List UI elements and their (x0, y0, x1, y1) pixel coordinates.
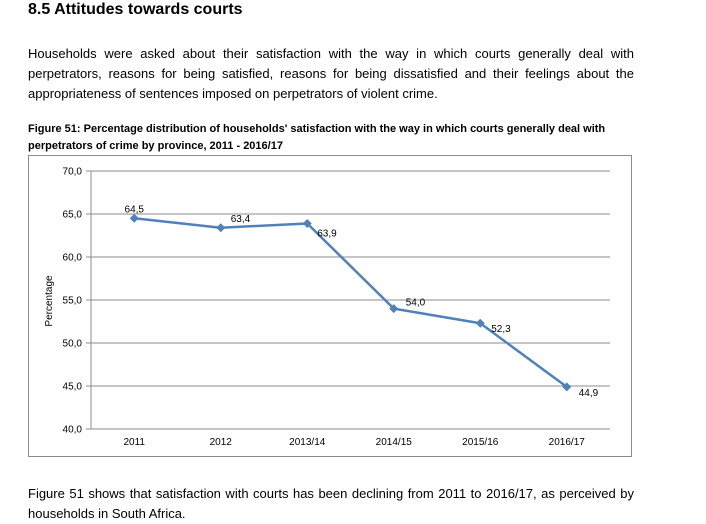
chart-frame (28, 155, 632, 457)
data-point-marker (129, 213, 139, 223)
data-label: 54,0 (406, 298, 426, 309)
x-tick-label: 2015/16 (462, 437, 499, 448)
x-tick-label: 2013/14 (289, 437, 326, 448)
y-tick-label: 45,0 (63, 382, 83, 393)
data-labels: 64,5 63,4 63,9 54,0 52,3 44,9 (125, 204, 599, 399)
data-label: 64,5 (125, 204, 145, 215)
gridlines (86, 170, 610, 430)
y-tick-label: 60,0 (63, 253, 83, 264)
x-tick-label: 2016/17 (549, 437, 586, 448)
series-polyline (134, 217, 568, 388)
y-tick-label: 50,0 (63, 339, 83, 350)
data-point-marker (216, 223, 226, 233)
data-label: 63,9 (317, 228, 337, 239)
y-tick-label: 70,0 (63, 167, 83, 178)
intro-paragraph: Households were asked about their satisf… (28, 46, 634, 101)
data-point-marker (562, 382, 572, 392)
y-tick-labels: 40,0 45,0 50,0 55,0 60,0 65,0 70,0 (63, 167, 83, 436)
section-heading: 8.5 Attitudes towards courts (28, 1, 243, 18)
y-tick-label: 65,0 (63, 210, 83, 221)
x-tick-labels: 2011 2012 2013/14 2014/15 2015/16 2016/17 (123, 437, 585, 448)
series-line (134, 217, 568, 388)
data-point-marker (302, 218, 312, 228)
data-point-marker (389, 304, 399, 314)
x-tick-label: 2012 (210, 437, 233, 448)
y-tick-label: 55,0 (63, 296, 83, 307)
conclusion-paragraph: Figure 51 shows that satisfaction with c… (28, 486, 634, 521)
x-tick-label: 2011 (123, 437, 145, 448)
figure-caption: Figure 51: Percentage distribution of ho… (28, 123, 606, 152)
data-label: 44,9 (579, 388, 599, 399)
data-point-marker (475, 318, 485, 328)
y-axis-label: Percentage (44, 275, 55, 327)
x-tick-label: 2014/15 (376, 437, 413, 448)
data-label: 63,4 (231, 214, 251, 225)
y-tick-label: 40,0 (63, 425, 83, 436)
data-label: 52,3 (491, 324, 511, 335)
data-markers (129, 213, 572, 392)
